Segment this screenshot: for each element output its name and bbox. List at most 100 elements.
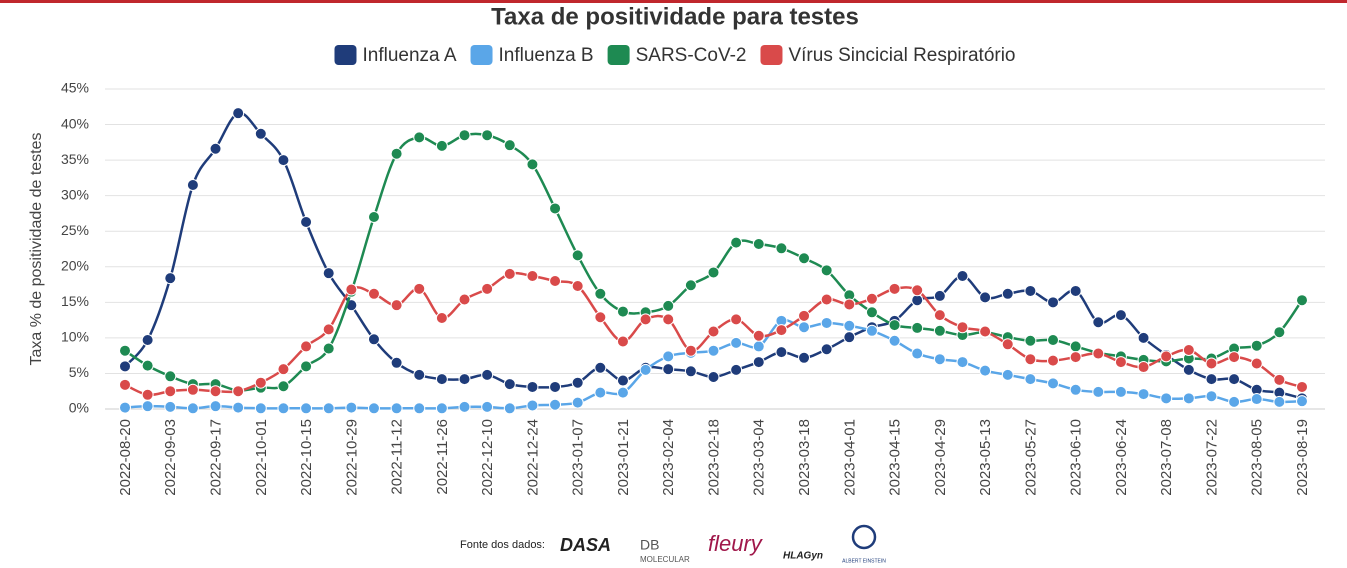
data-point — [1001, 287, 1014, 300]
y-tick-label: 25% — [61, 222, 89, 238]
data-point — [1273, 395, 1286, 408]
logo: HLAGyn — [783, 551, 823, 562]
data-point — [526, 399, 539, 412]
y-tick-label: 45% — [61, 80, 89, 96]
data-point — [888, 282, 901, 295]
data-point — [1160, 350, 1173, 363]
data-point — [730, 336, 743, 349]
data-point — [1092, 316, 1105, 329]
x-tick-label: 2023-01-07 — [570, 419, 587, 496]
x-tick-label: 2023-02-18 — [705, 419, 722, 496]
footer: Fonte dos dados: DASA DB MOLECULAR fleur… — [460, 524, 886, 564]
data-point — [979, 291, 992, 304]
data-point — [594, 386, 607, 399]
y-tick-label: 40% — [61, 115, 89, 131]
data-point — [730, 313, 743, 326]
data-point — [1273, 326, 1286, 339]
data-point — [1228, 373, 1241, 386]
legend: Influenza A Influenza B SARS-CoV-2 Vírus Si… — [334, 45, 1016, 66]
legend-item: Vírus Sincicial Respiratório — [760, 45, 1016, 66]
x-tick-label: 2023-08-05 — [1249, 419, 1266, 496]
logo: ALBERT EINSTEIN — [842, 558, 886, 564]
x-tick-label: 2022-10-29 — [343, 419, 360, 496]
data-point — [843, 298, 856, 311]
data-point — [390, 299, 403, 312]
data-point — [458, 129, 471, 142]
data-point — [571, 376, 584, 389]
data-point — [594, 311, 607, 324]
data-point — [911, 284, 924, 297]
x-tick-label: 2023-05-27 — [1022, 419, 1039, 496]
data-point — [979, 364, 992, 377]
data-point — [119, 401, 131, 414]
data-point — [526, 158, 539, 171]
legend-item: Influenza B — [470, 45, 594, 66]
x-tick-label: 2023-04-01 — [841, 419, 858, 496]
data-point — [503, 402, 516, 415]
chart-title: Taxa de positividade para testes — [491, 3, 859, 30]
data-point — [1047, 296, 1060, 309]
data-point — [1296, 380, 1308, 393]
x-tick-label: 2023-03-18 — [796, 419, 813, 496]
data-point — [1024, 284, 1037, 297]
data-point — [1047, 334, 1060, 347]
y-tick-label: 15% — [61, 293, 89, 309]
data-point — [390, 402, 403, 415]
data-point — [843, 319, 856, 332]
data-point — [119, 344, 131, 357]
data-point — [1024, 334, 1037, 347]
data-point — [594, 361, 607, 374]
data-point — [300, 340, 313, 353]
data-point — [662, 299, 675, 312]
data-point — [616, 374, 629, 387]
data-point — [1069, 340, 1082, 353]
x-tick-label: 2023-04-15 — [887, 419, 904, 496]
data-point — [1024, 353, 1037, 366]
data-point — [322, 323, 335, 336]
legend-swatch — [607, 45, 630, 65]
data-point — [775, 242, 788, 255]
data-point — [367, 402, 380, 415]
data-point — [526, 380, 539, 393]
data-point — [684, 279, 697, 292]
data-point — [481, 282, 494, 295]
data-point — [300, 215, 313, 228]
data-point — [1137, 331, 1150, 344]
data-point — [707, 371, 720, 383]
data-point — [503, 378, 516, 391]
data-point — [1250, 357, 1263, 370]
data-point — [820, 343, 833, 356]
data-point — [413, 368, 426, 381]
data-point — [865, 324, 878, 337]
data-point — [639, 363, 652, 376]
y-tick-label: 20% — [61, 257, 89, 273]
data-point — [345, 283, 358, 296]
data-point — [684, 365, 697, 378]
data-point — [481, 368, 494, 381]
data-point — [503, 267, 516, 280]
data-point — [933, 324, 946, 337]
data-point — [413, 402, 426, 415]
legend-swatch — [470, 45, 493, 65]
data-point — [254, 127, 267, 140]
logo: DB — [640, 537, 659, 553]
data-point — [1182, 343, 1195, 356]
data-point — [277, 402, 290, 415]
data-point — [662, 313, 675, 326]
data-point — [345, 401, 358, 414]
x-tick-label: 2023-04-29 — [932, 419, 949, 496]
y-tick-label: 30% — [61, 186, 89, 202]
data-point — [684, 344, 697, 357]
data-point — [119, 378, 131, 391]
data-point — [911, 321, 924, 334]
data-point — [186, 383, 199, 396]
y-axis-label: Taxa % de positividade de testes — [28, 132, 45, 365]
data-point — [1024, 373, 1037, 386]
data-point — [549, 398, 562, 411]
data-point — [1205, 390, 1218, 403]
x-tick-label: 2023-02-04 — [660, 419, 677, 496]
data-point — [458, 400, 471, 413]
y-tick-label: 5% — [69, 364, 89, 380]
legend-label: SARS-CoV-2 — [636, 45, 747, 66]
data-point — [1228, 351, 1241, 364]
